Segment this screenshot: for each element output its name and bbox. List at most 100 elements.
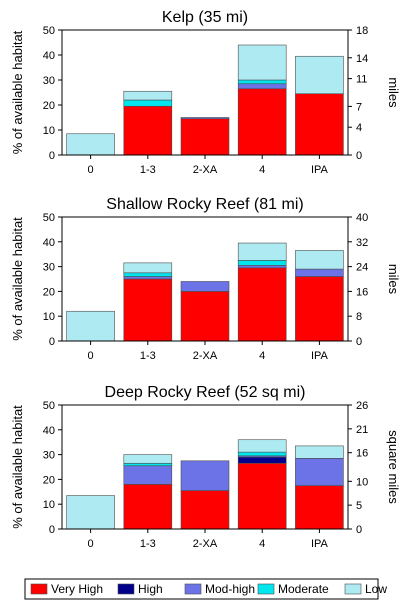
y-tick-label: 50 [43,212,55,224]
bar-segment [295,250,344,270]
bar-segment [123,276,173,280]
y2-tick-label: 5 [356,500,362,512]
x-tick-label: 1-3 [140,350,156,362]
y-axis-label: % of available habitat [10,30,25,154]
chart-panel-2: Shallow Rocky Reef (81 mi) 0 1-3 2-XA 4 IPA 0 1… [10,196,401,362]
y2-tick-label: 16 [356,286,368,298]
y-tick-label: 0 [49,150,55,162]
legend-label: Moderate [278,582,329,596]
legend-box [24,578,379,600]
chart-panel-1: Kelp (35 mi) 0 1-3 2-XA 4 IPA 0 10 20 30 40 50 0 4 7 11… [10,9,401,176]
y-tick-label: 0 [49,524,55,536]
bar-segment [237,79,287,85]
chart-title: Kelp (35 mi) [162,9,248,26]
y2-tick-label: 8 [356,311,362,323]
x-tick-label: 2-XA [193,350,218,362]
bar-segment [66,310,115,342]
bar-segment [237,462,287,530]
legend-label: Low [365,582,387,596]
bar-segment [237,44,287,81]
bar-segment [237,260,287,266]
y2-tick-label: 14 [356,53,368,65]
y-tick-label: 30 [43,262,55,274]
bar-segment [237,451,287,457]
x-tick-label: 1-3 [140,164,156,176]
bar-segment [123,272,173,277]
bar-segment [295,485,344,530]
y-tick-label: 30 [43,450,55,462]
bar-segment [295,445,344,459]
bar-segment [180,490,230,530]
y2-tick-label: 7 [356,101,362,113]
y2-tick-label: 24 [356,262,368,274]
bar-segment [180,291,230,342]
legend-item: Moderate [257,582,329,596]
bar-segment [237,267,287,342]
x-tick-label: 4 [259,538,265,550]
y-tick-label: 10 [43,311,55,323]
bar-segment [123,465,173,485]
x-tick-label: IPA [311,164,329,176]
y2-tick-label: 0 [356,150,362,162]
bar-segment [237,88,287,156]
y2-tick-label: 10 [356,476,368,488]
y2-axis-label: miles [386,77,401,108]
bar-segment [123,454,173,464]
y-tick-label: 0 [49,336,55,348]
y2-tick-label: 21 [356,424,368,436]
legend-item: Low [344,582,387,596]
bar-segment [237,83,287,90]
y2-axis-label: square miles [386,430,401,504]
plot-frame [61,216,349,342]
y-tick-label: 50 [43,25,55,37]
chart-title: Shallow Rocky Reef (81 mi) [106,196,303,213]
bar-segment [237,265,287,269]
y-tick-label: 20 [43,100,55,112]
y-tick-label: 40 [43,425,55,437]
bar-segment [66,133,115,156]
bar-segment [295,276,344,342]
legend-item: High [117,582,163,596]
x-tick-label: 2-XA [193,538,218,550]
y-tick-label: 20 [43,474,55,486]
x-tick-label: 0 [88,538,94,550]
y-axis-label: % of available habitat [10,405,25,529]
y2-tick-label: 40 [356,212,368,224]
bar-segment [237,456,287,464]
y2-tick-label: 18 [356,25,368,37]
legend-label: Very High [51,582,103,596]
x-tick-label: IPA [311,538,329,550]
y2-tick-label: 11 [356,74,367,86]
x-tick-label: 0 [88,164,94,176]
legend-item: Mod-high [184,582,255,596]
chart-panel-3: Deep Rocky Reef (52 sq mi) 0 1-3 2-XA 4 IPA 0 1… [10,384,401,550]
bar-segment [295,55,344,95]
y2-tick-label: 0 [356,524,362,536]
y-tick-label: 50 [43,400,55,412]
legend-swatch [117,583,135,595]
legend-swatch [184,583,202,595]
y2-axis-label: miles [386,264,401,295]
y2-tick-label: 32 [356,237,368,249]
bar-segment [180,281,230,292]
bar-segment [123,99,173,107]
x-tick-label: 4 [259,350,265,362]
bar-segment [180,118,230,156]
legend-swatch [344,583,362,595]
legend-item: Very High [30,582,103,596]
y2-tick-label: 26 [356,400,368,412]
x-tick-label: IPA [311,350,329,362]
chart-title: Deep Rocky Reef (52 sq mi) [105,384,306,401]
bar-segment [295,458,344,486]
legend-swatch [257,583,275,595]
plot-frame [61,404,349,530]
y2-tick-label: 4 [356,122,362,134]
y2-tick-label: 16 [356,448,368,460]
y-tick-label: 40 [43,237,55,249]
y-axis-label: % of available habitat [10,217,25,341]
x-tick-label: 1-3 [140,538,156,550]
plot-frame [61,29,349,156]
y-tick-label: 40 [43,50,55,62]
